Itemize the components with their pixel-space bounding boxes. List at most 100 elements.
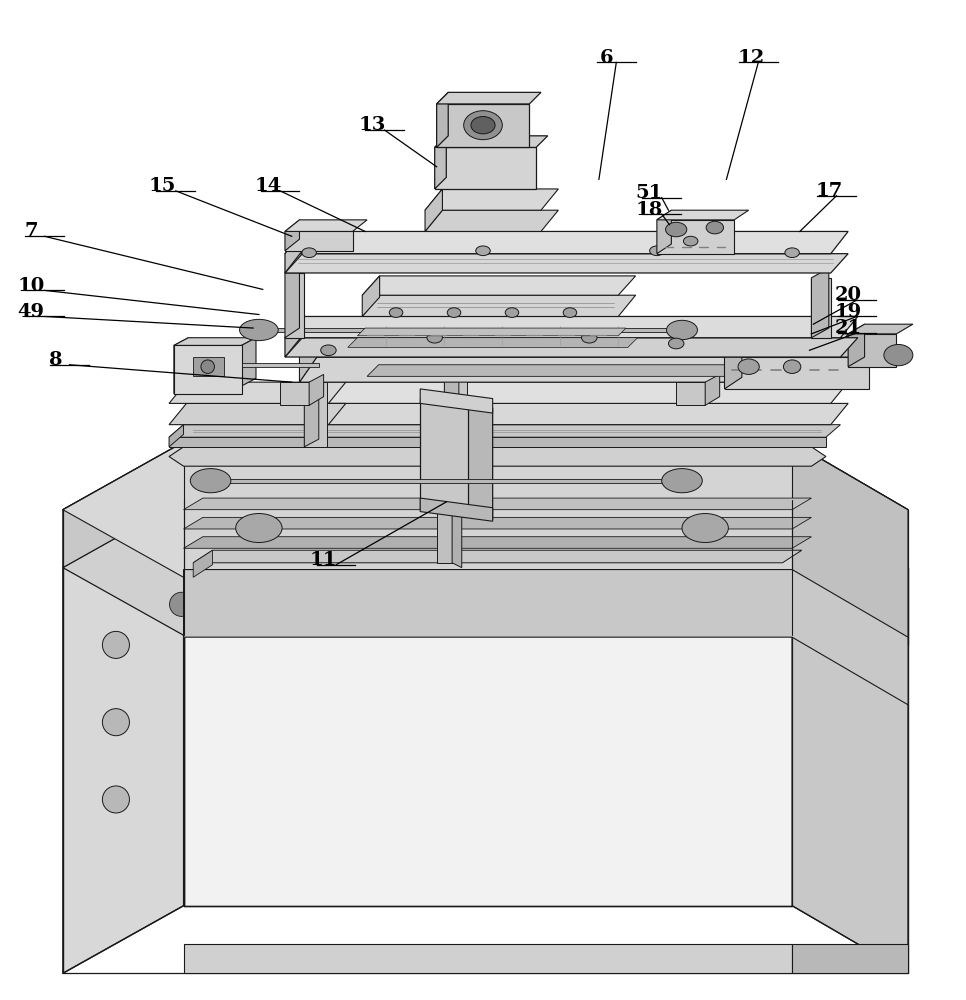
- Polygon shape: [169, 403, 346, 425]
- Ellipse shape: [667, 320, 697, 340]
- Polygon shape: [304, 374, 319, 447]
- Ellipse shape: [427, 332, 442, 343]
- Ellipse shape: [476, 246, 491, 256]
- Polygon shape: [435, 147, 536, 189]
- Ellipse shape: [666, 222, 687, 237]
- Ellipse shape: [102, 709, 129, 736]
- Polygon shape: [348, 338, 638, 347]
- Polygon shape: [437, 508, 452, 563]
- Ellipse shape: [301, 248, 317, 258]
- Text: 15: 15: [149, 177, 176, 195]
- Text: 51: 51: [636, 184, 663, 202]
- Polygon shape: [285, 263, 319, 273]
- Polygon shape: [169, 437, 826, 447]
- Ellipse shape: [170, 592, 193, 616]
- Polygon shape: [309, 374, 324, 405]
- Ellipse shape: [201, 360, 214, 373]
- Text: 12: 12: [738, 49, 765, 67]
- Text: 17: 17: [815, 182, 842, 200]
- Ellipse shape: [785, 248, 800, 258]
- Polygon shape: [285, 231, 302, 273]
- Polygon shape: [174, 338, 188, 394]
- Text: 6: 6: [600, 49, 613, 67]
- Text: 19: 19: [835, 303, 862, 321]
- Ellipse shape: [706, 221, 724, 234]
- Text: 21: 21: [835, 319, 862, 337]
- Polygon shape: [184, 517, 811, 529]
- Polygon shape: [734, 944, 792, 973]
- Ellipse shape: [240, 319, 278, 341]
- Ellipse shape: [236, 514, 282, 543]
- Polygon shape: [425, 210, 558, 231]
- Ellipse shape: [684, 236, 697, 246]
- Polygon shape: [299, 334, 317, 382]
- Text: 20: 20: [835, 286, 862, 304]
- Polygon shape: [724, 345, 887, 357]
- Polygon shape: [792, 944, 908, 973]
- Polygon shape: [285, 231, 353, 251]
- Polygon shape: [169, 382, 346, 403]
- Ellipse shape: [102, 786, 129, 813]
- Polygon shape: [357, 328, 626, 336]
- Text: 11: 11: [310, 551, 337, 569]
- Polygon shape: [63, 500, 184, 973]
- Polygon shape: [362, 295, 636, 316]
- Ellipse shape: [190, 469, 231, 493]
- Polygon shape: [792, 442, 908, 645]
- Polygon shape: [193, 550, 213, 577]
- Ellipse shape: [649, 246, 665, 256]
- Text: 18: 18: [636, 201, 663, 219]
- Polygon shape: [437, 92, 448, 147]
- Ellipse shape: [563, 308, 577, 317]
- Ellipse shape: [582, 332, 597, 343]
- Ellipse shape: [682, 514, 728, 543]
- Polygon shape: [184, 570, 908, 705]
- Text: 13: 13: [358, 116, 385, 134]
- Polygon shape: [174, 338, 256, 345]
- Polygon shape: [242, 338, 256, 386]
- Polygon shape: [848, 324, 865, 367]
- Polygon shape: [169, 425, 840, 437]
- Polygon shape: [420, 498, 493, 521]
- Polygon shape: [184, 944, 232, 973]
- Polygon shape: [435, 136, 446, 189]
- Polygon shape: [280, 382, 309, 405]
- Polygon shape: [848, 324, 913, 334]
- Polygon shape: [169, 425, 184, 447]
- Text: 49: 49: [17, 303, 44, 321]
- Text: 14: 14: [255, 177, 282, 195]
- Polygon shape: [63, 442, 908, 577]
- Polygon shape: [285, 254, 848, 273]
- Polygon shape: [657, 210, 749, 220]
- Polygon shape: [242, 363, 319, 367]
- Polygon shape: [420, 399, 469, 510]
- Polygon shape: [444, 369, 459, 447]
- Polygon shape: [452, 508, 462, 568]
- Polygon shape: [285, 220, 367, 231]
- Ellipse shape: [471, 116, 496, 134]
- Polygon shape: [193, 550, 802, 563]
- Ellipse shape: [783, 360, 801, 373]
- Polygon shape: [184, 498, 811, 510]
- Polygon shape: [362, 276, 636, 295]
- Polygon shape: [169, 447, 826, 466]
- Ellipse shape: [662, 469, 702, 493]
- Polygon shape: [362, 276, 380, 316]
- Ellipse shape: [389, 308, 403, 317]
- Polygon shape: [425, 189, 558, 210]
- Polygon shape: [285, 231, 848, 254]
- Polygon shape: [676, 382, 705, 405]
- Polygon shape: [174, 345, 242, 394]
- Polygon shape: [63, 500, 908, 635]
- Polygon shape: [848, 334, 896, 367]
- Polygon shape: [309, 382, 848, 403]
- Text: 10: 10: [17, 277, 44, 295]
- Polygon shape: [304, 382, 327, 447]
- Polygon shape: [724, 345, 742, 389]
- Polygon shape: [435, 136, 548, 147]
- Ellipse shape: [505, 308, 519, 317]
- Ellipse shape: [668, 338, 684, 349]
- Polygon shape: [285, 316, 302, 357]
- Polygon shape: [444, 376, 467, 447]
- Polygon shape: [309, 403, 848, 425]
